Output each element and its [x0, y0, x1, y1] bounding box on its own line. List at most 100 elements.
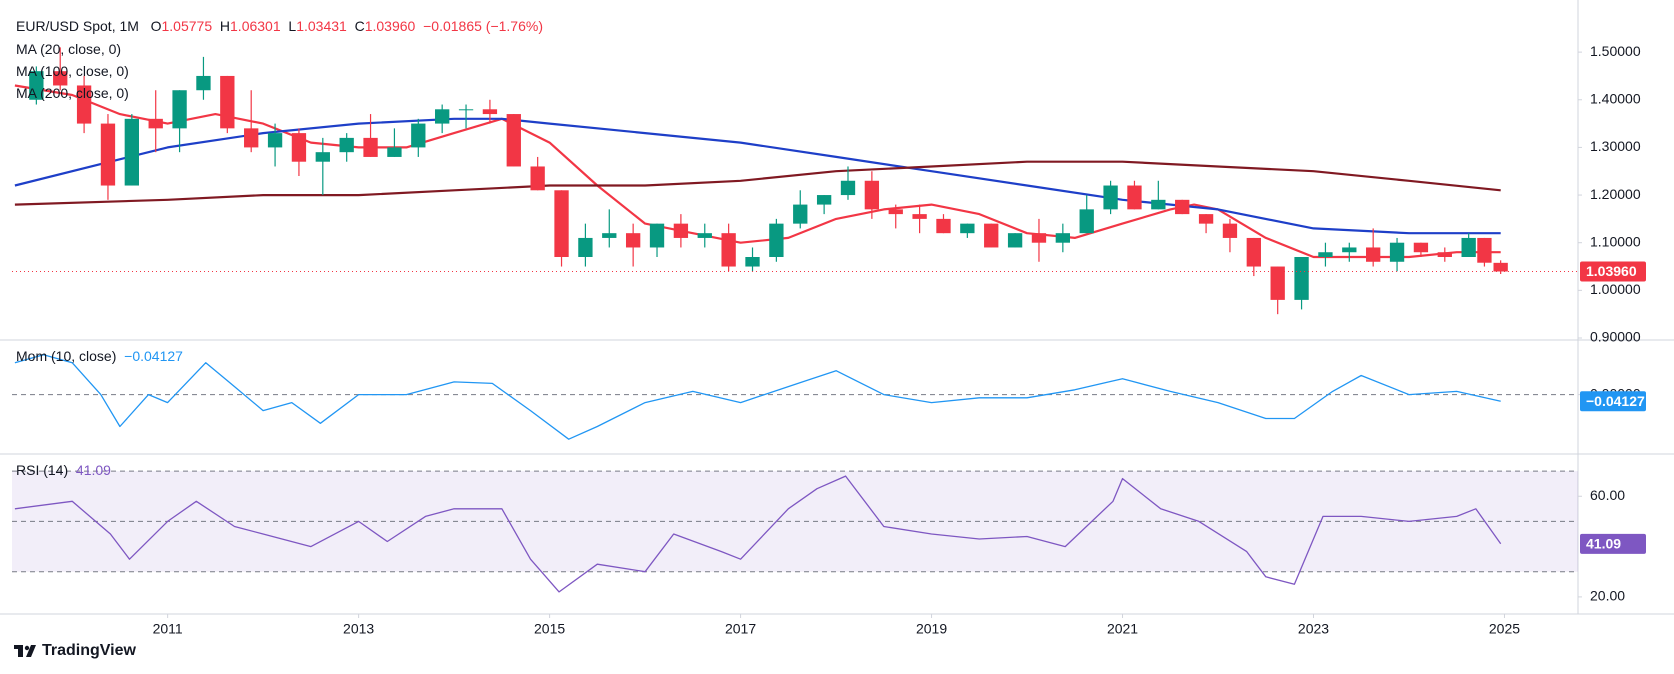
open-value: 1.05775 [161, 18, 213, 34]
x-tick-label: 2019 [916, 621, 947, 637]
candle-body [267, 133, 283, 148]
candle-body [1222, 223, 1238, 238]
candle-body [1007, 233, 1023, 248]
y-tick-label: 1.20000 [1590, 186, 1641, 202]
ohlc-letter: C [354, 18, 365, 34]
moving-average [14, 160, 1501, 206]
candle-body [984, 223, 999, 248]
candle-body [602, 233, 617, 238]
candle-body [1270, 266, 1285, 300]
y-tick-label: 1.10000 [1590, 233, 1641, 249]
candle-body [53, 71, 68, 86]
candle-body [506, 114, 521, 167]
candle-body [864, 180, 880, 210]
y-tick-label: 1.00000 [1590, 281, 1641, 297]
high-value: 1.06301 [230, 18, 281, 34]
candle-body [339, 137, 354, 153]
y-tick-label: 1.40000 [1590, 90, 1641, 106]
candle-body [1477, 237, 1492, 263]
candle-body [1318, 252, 1333, 257]
candle-body [100, 123, 116, 186]
candle-body [888, 209, 903, 215]
y-tick-label: 1.50000 [1590, 43, 1641, 59]
candle-body [530, 166, 545, 191]
symbol-header: EUR/USD Spot, 1M O1.05775 H1.06301 L1.03… [16, 18, 543, 34]
candle-body [697, 233, 712, 238]
candle-body [196, 75, 211, 91]
x-tick-label: 2021 [1107, 621, 1138, 637]
candle-body [816, 195, 832, 205]
candle-body [172, 90, 187, 129]
candle-body [244, 128, 259, 148]
brand-name: TradingView [42, 642, 136, 659]
y-tick-label: 1.30000 [1590, 138, 1641, 154]
indicator-line [14, 475, 1502, 593]
ma-legend: MA (200, close, 0) [16, 85, 129, 101]
candle-body [291, 133, 307, 162]
ohlc-letter: L [288, 18, 297, 34]
candle-body [1103, 185, 1118, 210]
change-pct: (−1.76%) [485, 18, 543, 34]
x-tick-label: 2015 [534, 621, 565, 637]
y-tick-label: 60.00 [1590, 487, 1625, 503]
value-tag [1580, 533, 1646, 554]
momentum-legend: Mom (10, close) −0.04127 [16, 348, 183, 364]
ma-legend: MA (20, close, 0) [16, 41, 122, 57]
candle-body [411, 123, 426, 148]
candle-body [1246, 237, 1261, 267]
candle-body [482, 109, 498, 115]
candle-body [148, 118, 163, 129]
candle-body [578, 237, 593, 257]
rsi-title: RSI (14) [16, 462, 69, 478]
y-tick-label: 0.90000 [1590, 329, 1641, 345]
x-tick-label: 2017 [725, 621, 756, 637]
x-tick-label: 2011 [153, 621, 183, 637]
ma-legend: MA (100, close, 0) [16, 63, 129, 79]
rsi-legend: RSI (14) 41.09 [16, 462, 111, 478]
candle-body [76, 85, 92, 124]
candle-body [1031, 233, 1047, 243]
candle-body [1151, 199, 1166, 210]
candle-body [745, 257, 760, 267]
momentum-value: −0.04127 [124, 348, 183, 364]
close-value: 1.03960 [364, 18, 416, 34]
value-tag-label: −0.04127 [1586, 393, 1645, 409]
candle-body [435, 109, 450, 124]
candle-body [1366, 247, 1381, 262]
candle-body [1389, 242, 1405, 262]
candle-body [1079, 209, 1094, 234]
candle-body [1198, 214, 1214, 224]
x-tick-label: 2013 [343, 621, 374, 637]
brand: TradingView [14, 642, 136, 660]
candle-body [769, 223, 784, 257]
candle-body [554, 190, 569, 257]
candle-body [625, 233, 641, 248]
low-value: 1.03431 [296, 18, 347, 34]
candle-body [315, 152, 330, 162]
symbol-title: EUR/USD Spot, 1M [16, 18, 139, 34]
moving-average [14, 117, 1501, 235]
candle-body [1294, 257, 1309, 300]
candle-body [793, 204, 808, 224]
indicator-line [14, 354, 1501, 440]
change: −0.01865 [423, 18, 482, 34]
candle-body [1493, 262, 1508, 272]
value-tag-label: 41.09 [1586, 536, 1621, 552]
ohlc-letter: O [150, 18, 162, 34]
rsi-value: 41.09 [75, 462, 111, 478]
value-tag [1580, 391, 1646, 412]
x-tick-label: 2023 [1298, 621, 1329, 637]
candle-body [673, 223, 689, 238]
candle-body [387, 147, 402, 157]
candle-body [649, 223, 665, 248]
price-tag-label: 1.03960 [1586, 263, 1637, 279]
candle-body [1175, 199, 1190, 215]
candle-body [1342, 247, 1357, 253]
candle-body [1437, 252, 1452, 257]
x-tick-label: 2025 [1489, 621, 1520, 637]
y-tick-label: 20.00 [1590, 588, 1625, 604]
candle-body [1413, 242, 1429, 253]
candle-body [363, 137, 378, 157]
